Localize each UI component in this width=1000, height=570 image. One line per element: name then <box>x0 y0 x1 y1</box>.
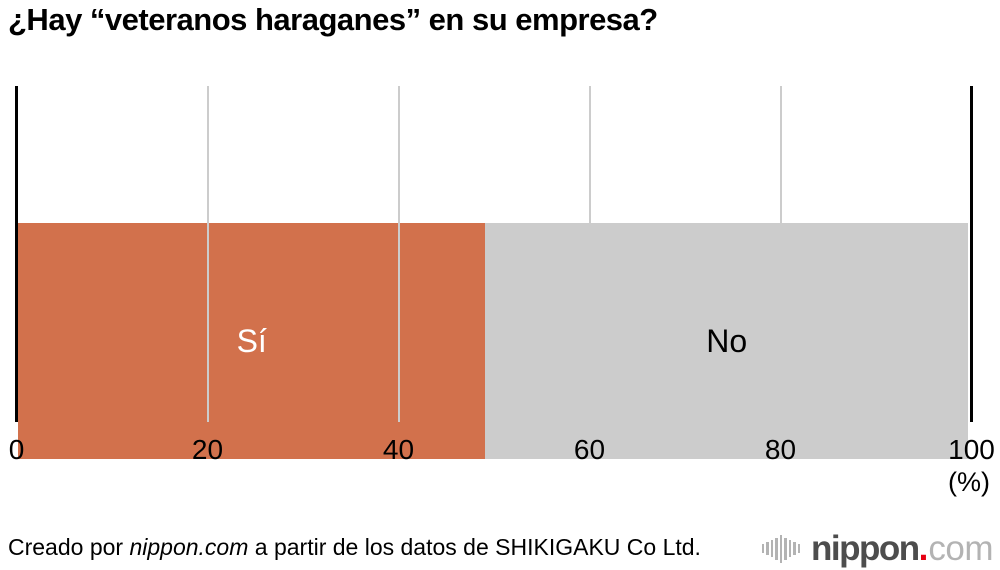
unit-label: (%) <box>948 467 990 497</box>
tick-label-0: 0 <box>8 434 25 465</box>
tick-label-20: 20 <box>191 434 224 465</box>
credit-prefix: Creado por <box>8 534 130 560</box>
gridline-60 <box>588 86 591 422</box>
credit-source: nippon.com <box>129 534 249 560</box>
nippon-logo: nippon. com <box>761 529 993 568</box>
bar-segment-label-no: No <box>706 323 748 359</box>
tick-label-80: 80 <box>764 434 797 465</box>
logo-word: nippon <box>811 529 920 568</box>
soundwave-bars-icon <box>761 533 803 565</box>
gridline-40 <box>397 86 400 422</box>
stacked-bar: Sí No <box>18 223 968 459</box>
gridline-80 <box>779 86 782 422</box>
axis-line-100 <box>970 86 973 422</box>
bar-segment-no: No <box>485 223 968 459</box>
tick-label-40: 40 <box>382 434 415 465</box>
logo-dot: . <box>918 529 929 568</box>
credit-suffix: a partir de los datos de SHIKIGAKU Co Lt… <box>248 534 701 560</box>
bar-segment-label-si: Sí <box>236 323 267 359</box>
axis-line-0 <box>15 86 18 422</box>
credit-text: Creado por nippon.com a partir de los da… <box>8 534 701 561</box>
footer: Creado por nippon.com a partir de los da… <box>0 526 1000 570</box>
tick-label-60: 60 <box>573 434 606 465</box>
logo-tld: com <box>928 529 993 568</box>
tick-label-100: 100 <box>948 434 995 465</box>
bar-segment-si: Sí <box>18 223 486 459</box>
chart-title: ¿Hay “veteranos haraganes” en su empresa… <box>8 2 658 37</box>
x-axis-tick-labels: 0 20 40 60 80 100 <box>0 434 1000 466</box>
gridline-20 <box>206 86 209 422</box>
plot-area: Sí No <box>0 86 1000 459</box>
